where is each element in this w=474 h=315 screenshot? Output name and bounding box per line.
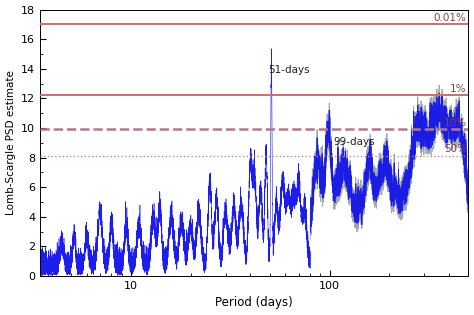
Text: 50%: 50% — [444, 144, 467, 154]
Text: 51-days: 51-days — [268, 65, 310, 75]
Text: 10%: 10% — [444, 118, 467, 128]
Y-axis label: Lomb-Scargle PSD estimate: Lomb-Scargle PSD estimate — [6, 70, 16, 215]
Text: 99-days: 99-days — [334, 137, 375, 147]
X-axis label: Period (days): Period (days) — [215, 296, 293, 309]
Text: 0.01%: 0.01% — [434, 13, 467, 23]
Text: 1%: 1% — [450, 84, 467, 94]
